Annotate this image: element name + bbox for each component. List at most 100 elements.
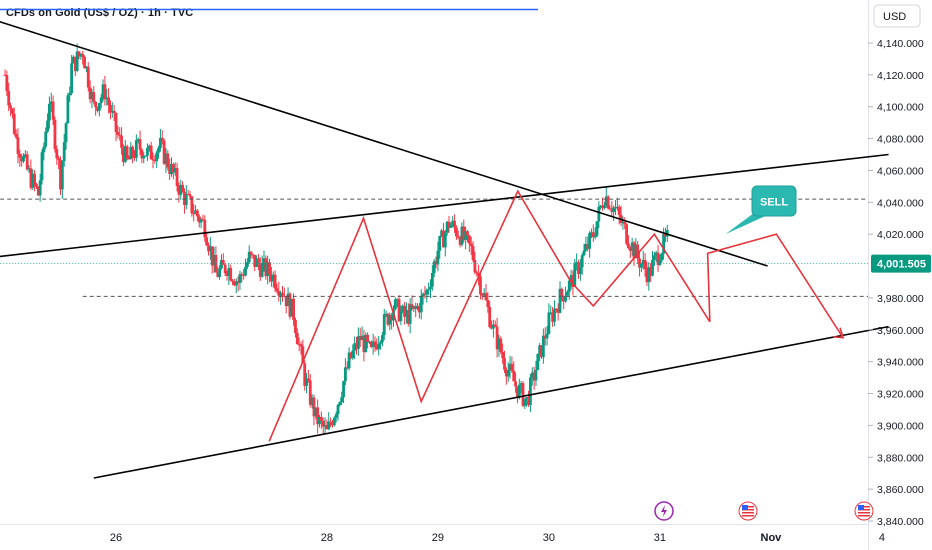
- candle-body: [44, 131, 48, 147]
- candle-body: [534, 369, 538, 381]
- candle-body: [536, 353, 540, 370]
- candle-body: [288, 293, 292, 317]
- y-tick-label: 3,880.000: [877, 452, 924, 464]
- candle-body: [227, 267, 231, 276]
- candle-body: [190, 196, 194, 214]
- candle-body: [556, 308, 560, 313]
- candle-body: [625, 224, 628, 244]
- candle-body: [70, 63, 73, 94]
- currency-box[interactable]: [873, 4, 921, 28]
- candle-body: [414, 306, 418, 309]
- candle-body: [103, 84, 107, 100]
- candle-body: [652, 255, 656, 260]
- candle-body: [332, 417, 336, 426]
- ascending-support-trendline[interactable]: [93, 325, 889, 479]
- candle-body: [369, 341, 373, 347]
- price-axis[interactable]: 4,140.000 4,120.000 4,100.000 4,080.000 4,06…: [868, 38, 924, 528]
- us-flag-event-icon[interactable]: [854, 501, 874, 521]
- candle-body: [127, 158, 131, 160]
- candle-body: [591, 232, 595, 238]
- descending-resistance-trendline[interactable]: [0, 0, 768, 267]
- y-tick-label: 4,020.000: [877, 229, 924, 241]
- candle-body: [429, 286, 432, 290]
- projection-path[interactable]: [706, 233, 844, 339]
- candle-body: [334, 414, 338, 418]
- candle-body: [451, 220, 455, 226]
- us-flag-event-icon[interactable]: [738, 501, 758, 521]
- candle-body: [628, 248, 632, 251]
- candle-body: [368, 341, 371, 343]
- candle-body: [517, 384, 521, 398]
- candle-body: [643, 259, 647, 270]
- candle-body: [338, 402, 342, 406]
- lightning-event-icon[interactable]: [654, 501, 674, 521]
- candle-body: [621, 221, 625, 223]
- candle-body: [53, 119, 57, 150]
- candle-body: [36, 186, 40, 196]
- candle-body: [455, 227, 458, 237]
- candle-body: [475, 272, 479, 274]
- candle-body: [453, 220, 456, 228]
- candle-body: [493, 324, 497, 327]
- candle-body: [35, 184, 38, 187]
- candle-body: [388, 315, 392, 325]
- candle-body: [192, 213, 196, 215]
- candle-body: [186, 193, 190, 195]
- candle-body: [410, 304, 414, 309]
- candle-body: [275, 288, 279, 292]
- zigzag-pattern[interactable]: [268, 189, 711, 442]
- candle-body: [504, 369, 508, 377]
- candle-body: [543, 335, 547, 339]
- candle-body: [566, 291, 569, 296]
- candle-body: [184, 193, 188, 205]
- candle-body: [456, 236, 460, 238]
- candle-body: [617, 206, 621, 215]
- candle-body: [271, 274, 275, 282]
- candle-body: [532, 372, 536, 381]
- candle-body: [5, 75, 9, 92]
- candle-body: [318, 416, 321, 425]
- candle-body: [60, 161, 64, 190]
- candle-body: [149, 145, 153, 160]
- candle-body: [303, 363, 307, 386]
- candle-body: [257, 258, 260, 265]
- candle-body: [336, 405, 340, 415]
- candle-body: [549, 312, 553, 314]
- time-axis[interactable]: 26 28 29 30 31 Nov 4: [110, 532, 885, 544]
- candle-body: [270, 274, 273, 282]
- x-tick-label: 31: [654, 532, 666, 544]
- candle-body: [342, 381, 345, 398]
- candle-body: [495, 326, 499, 350]
- candle-body: [497, 338, 501, 350]
- candle-body: [386, 313, 390, 325]
- candle-body: [255, 258, 258, 267]
- candle-body: [268, 262, 271, 275]
- candle-body: [7, 91, 11, 106]
- candle-body: [654, 252, 658, 256]
- candle-body: [434, 261, 438, 265]
- ascending-upper-trendline[interactable]: [0, 153, 889, 267]
- candle-body: [38, 180, 42, 196]
- candle-body: [427, 289, 431, 291]
- candle-body: [136, 139, 140, 141]
- candle-body: [99, 97, 103, 104]
- candle-body: [636, 244, 640, 259]
- candle-body: [129, 146, 133, 160]
- candle-body: [299, 344, 303, 347]
- candle-body: [503, 358, 506, 370]
- candle-body: [114, 113, 118, 132]
- candle-body: [3, 74, 7, 76]
- y-tick-label: 3,980.000: [877, 293, 924, 305]
- candle-body: [171, 163, 175, 173]
- candle-body: [294, 319, 297, 333]
- x-tick-label: 4: [879, 532, 885, 544]
- candle-body: [630, 242, 634, 251]
- candle-body: [358, 336, 362, 341]
- candle-body: [567, 280, 571, 292]
- candle-body: [48, 103, 51, 121]
- candle-body: [484, 293, 488, 301]
- candle-body: [512, 370, 516, 382]
- y-tick-label: 3,840.000: [877, 516, 924, 528]
- candle-body: [238, 274, 242, 283]
